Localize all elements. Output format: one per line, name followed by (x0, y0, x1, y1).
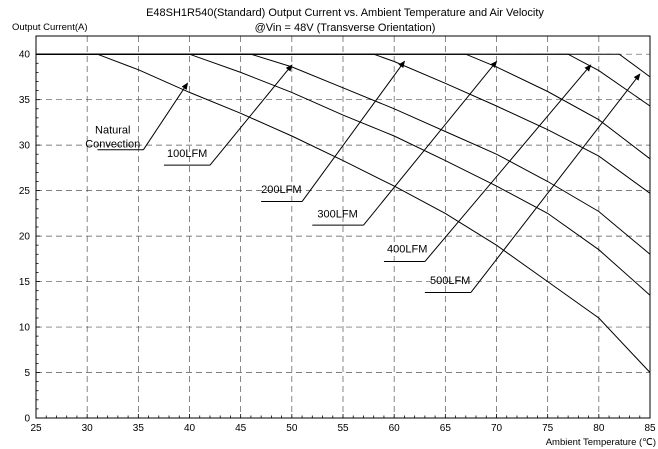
x-axis-label: Ambient Temperature (℃) (546, 437, 656, 448)
y-tick-label: 25 (19, 186, 31, 197)
series-label-5: 500LFM (430, 275, 470, 287)
chart-subtitle: @Vin = 48V (Transverse Orientation) (255, 22, 436, 34)
series-label-4: 400LFM (387, 243, 427, 255)
x-tick-label: 30 (82, 423, 94, 434)
grid (36, 36, 650, 418)
y-tick-label: 30 (19, 141, 31, 152)
x-tick-label: 40 (184, 423, 196, 434)
x-tick-label: 35 (133, 423, 145, 434)
chart-title: E48SH1R540(Standard) Output Current vs. … (146, 7, 544, 19)
label-arrow-1 (209, 64, 293, 166)
x-tick-label: 85 (644, 423, 656, 434)
series-label-1: 100LFM (167, 148, 207, 160)
y-tick-label: 15 (19, 277, 31, 288)
series-label-3: 300LFM (317, 209, 357, 221)
y-axis-label: Output Current(A) (12, 22, 88, 33)
series-line-3 (36, 53, 651, 194)
x-tick-label: 45 (235, 423, 247, 434)
series-line-0 (36, 53, 651, 373)
y-tick-label: 0 (24, 414, 30, 425)
x-tick-label: 70 (491, 423, 503, 434)
x-tick-label: 55 (337, 423, 349, 434)
series-label-2: 200LFM (261, 184, 301, 196)
x-tick-label: 60 (389, 423, 401, 434)
series-label-0: Convection (85, 139, 140, 151)
y-tick-label: 10 (19, 323, 31, 334)
label-arrow-3 (363, 60, 498, 226)
series-line-2 (36, 53, 651, 255)
x-tick-label: 50 (286, 423, 298, 434)
y-tick-label: 5 (24, 368, 30, 379)
x-tick-label: 80 (593, 423, 605, 434)
label-arrow-0 (143, 82, 189, 150)
y-tick-label: 35 (19, 95, 31, 106)
series-group (36, 53, 651, 373)
label-arrow-2 (301, 60, 405, 202)
label-arrow-4 (424, 64, 592, 262)
label-arrow-5 (470, 73, 641, 293)
x-tick-label: 75 (542, 423, 554, 434)
series-line-6 (36, 53, 651, 78)
annotations: Natural Convection 100LFM 200LFM 300LFM 400LF… (85, 60, 641, 293)
x-tick-label: 65 (440, 423, 452, 434)
series-label-0: Natural (95, 125, 130, 137)
x-tick-label: 25 (30, 423, 42, 434)
series-line-1 (36, 53, 651, 296)
y-tick-label: 40 (19, 50, 31, 61)
ticks: 25 30 35 40 45 50 55 60 65 70 75 80 85 0 5 10 15 20 25 30 35… (19, 50, 656, 434)
y-tick-label: 20 (19, 232, 31, 243)
